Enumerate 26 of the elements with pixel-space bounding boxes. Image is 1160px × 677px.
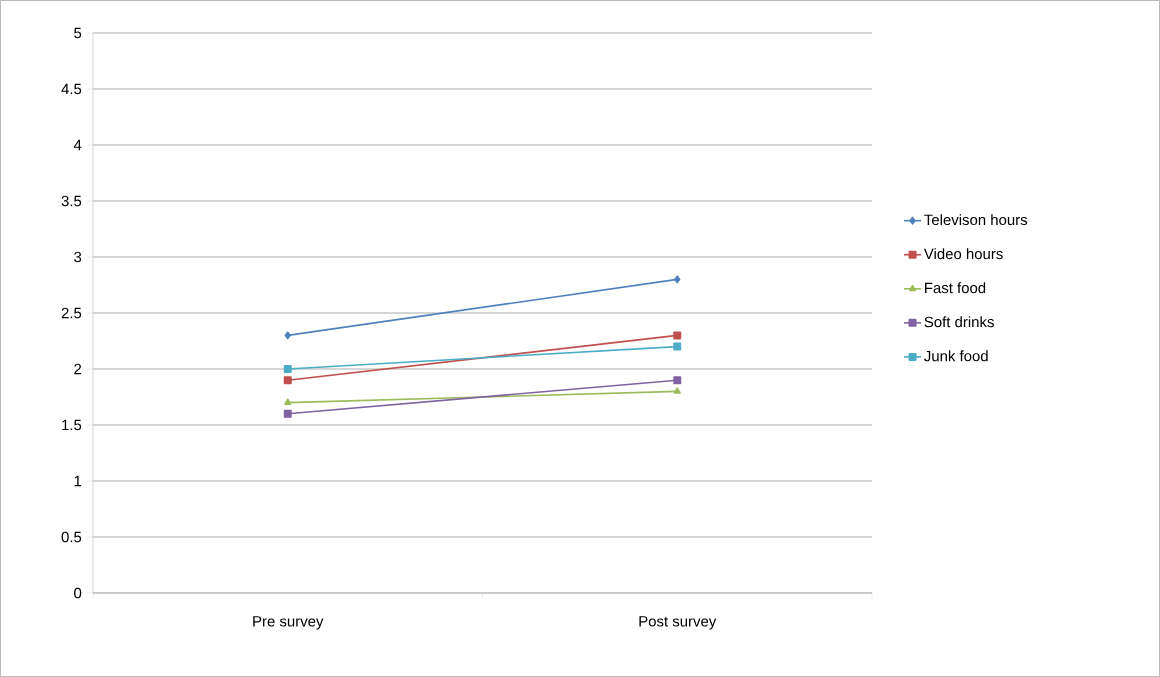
y-tick-label: 1.5: [62, 419, 82, 431]
y-tick-label: 0.5: [61, 531, 82, 543]
point: [284, 331, 291, 340]
legend-label: Junk food: [924, 350, 988, 362]
point: [673, 342, 682, 351]
point: [283, 364, 292, 373]
y-tick-label: 5: [74, 27, 82, 39]
legend-label: Fast food: [925, 282, 986, 294]
legend-label: Video hours: [923, 248, 1003, 260]
y-tick-label: 3: [74, 251, 82, 263]
point: [673, 331, 682, 340]
y-tick-label: 2.5: [61, 307, 82, 319]
x-tick-label: Post survey: [639, 616, 717, 630]
y-tick-label: 4: [73, 139, 82, 151]
legend-label: Soft drinks: [924, 316, 994, 328]
legend-label: Televison hours: [924, 214, 1028, 226]
y-tick-label: 1: [74, 475, 82, 487]
x-tick-label: Pre survey: [253, 616, 324, 630]
y-tick-label: 4.5: [61, 83, 82, 95]
y-tick-label: 0: [74, 587, 82, 599]
point: [283, 409, 292, 418]
point: [674, 275, 681, 284]
point: [283, 376, 292, 385]
point: [673, 376, 682, 385]
y-tick-label: 2: [74, 363, 82, 375]
y-tick-label: 3.5: [61, 195, 82, 207]
